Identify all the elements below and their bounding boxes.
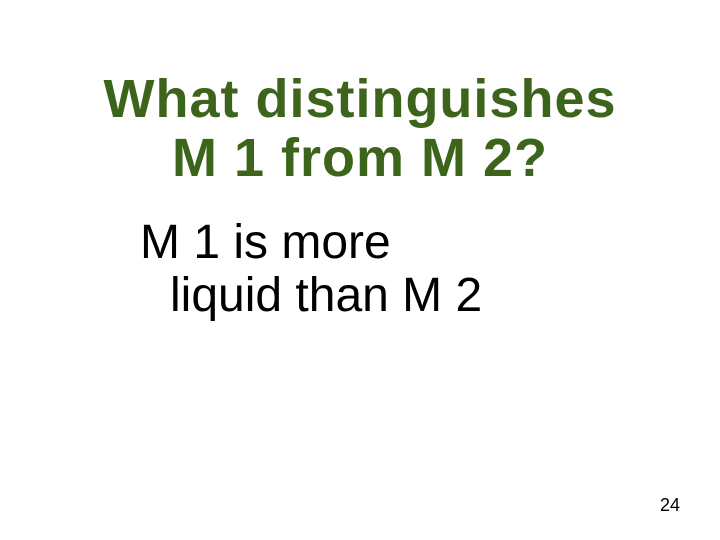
slide-title: What distinguishes M 1 from M 2? [0, 70, 720, 189]
title-line-1: What distinguishes [60, 70, 660, 129]
page-number: 24 [660, 495, 680, 516]
body-line-2: liquid than M 2 [140, 270, 720, 323]
body-line-1: M 1 is more [140, 217, 720, 270]
slide-container: What distinguishes M 1 from M 2? M 1 is … [0, 0, 720, 540]
slide-body: M 1 is more liquid than M 2 [0, 217, 720, 323]
title-line-2: M 1 from M 2? [60, 129, 660, 188]
